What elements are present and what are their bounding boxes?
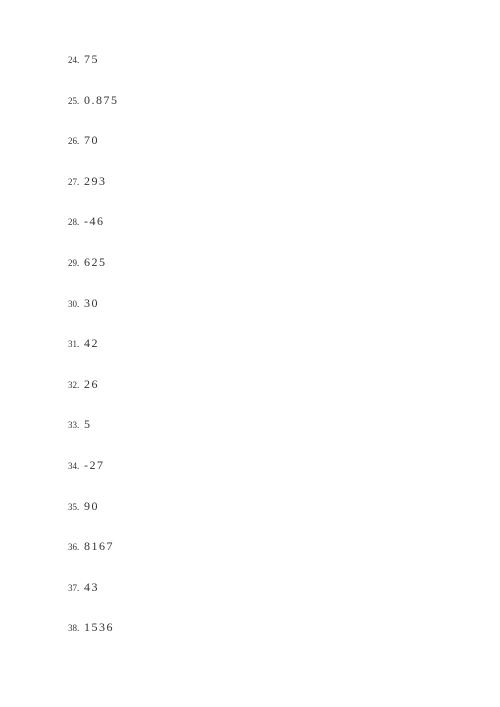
item-number: 28.	[68, 218, 82, 227]
item-value: 5	[84, 418, 92, 430]
item-number: 30.	[68, 300, 82, 309]
item-number: 33.	[68, 421, 82, 430]
list-item: 24. 75	[68, 53, 500, 65]
item-number: 29.	[68, 259, 82, 268]
list-item: 34. -27	[68, 459, 500, 471]
item-number: 36.	[68, 543, 82, 552]
item-number: 35.	[68, 503, 82, 512]
item-number: 38.	[68, 624, 82, 633]
item-value: 42	[84, 337, 99, 349]
item-value: 0.875	[84, 94, 119, 106]
list-item: 26. 70	[68, 134, 500, 146]
item-number: 24.	[68, 56, 82, 65]
item-value: 1536	[84, 621, 114, 633]
list-item: 37. 43	[68, 581, 500, 593]
list-item: 35. 90	[68, 500, 500, 512]
item-value: 293	[84, 175, 107, 187]
list-item: 28. -46	[68, 215, 500, 227]
list-item: 29. 625	[68, 256, 500, 268]
item-number: 31.	[68, 340, 82, 349]
list-item: 36. 8167	[68, 540, 500, 552]
item-value: 26	[84, 378, 99, 390]
item-value: -46	[84, 215, 105, 227]
item-number: 27.	[68, 178, 82, 187]
list-item: 32. 26	[68, 378, 500, 390]
list-item: 30. 30	[68, 297, 500, 309]
list-item: 31. 42	[68, 337, 500, 349]
document-page: 24. 75 25. 0.875 26. 70 27. 293 28. -46 …	[0, 0, 500, 707]
item-value: 8167	[84, 540, 114, 552]
list-item: 25. 0.875	[68, 94, 500, 106]
list-item: 27. 293	[68, 175, 500, 187]
item-value: 30	[84, 297, 99, 309]
item-value: 75	[84, 53, 99, 65]
item-value: 90	[84, 500, 99, 512]
item-number: 34.	[68, 462, 82, 471]
item-number: 32.	[68, 381, 82, 390]
list-item: 38. 1536	[68, 621, 500, 633]
item-value: 625	[84, 256, 107, 268]
item-number: 37.	[68, 584, 82, 593]
item-value: 43	[84, 581, 99, 593]
list-item: 33. 5	[68, 418, 500, 430]
item-number: 26.	[68, 137, 82, 146]
item-value: -27	[84, 459, 105, 471]
item-number: 25.	[68, 97, 82, 106]
item-value: 70	[84, 134, 99, 146]
